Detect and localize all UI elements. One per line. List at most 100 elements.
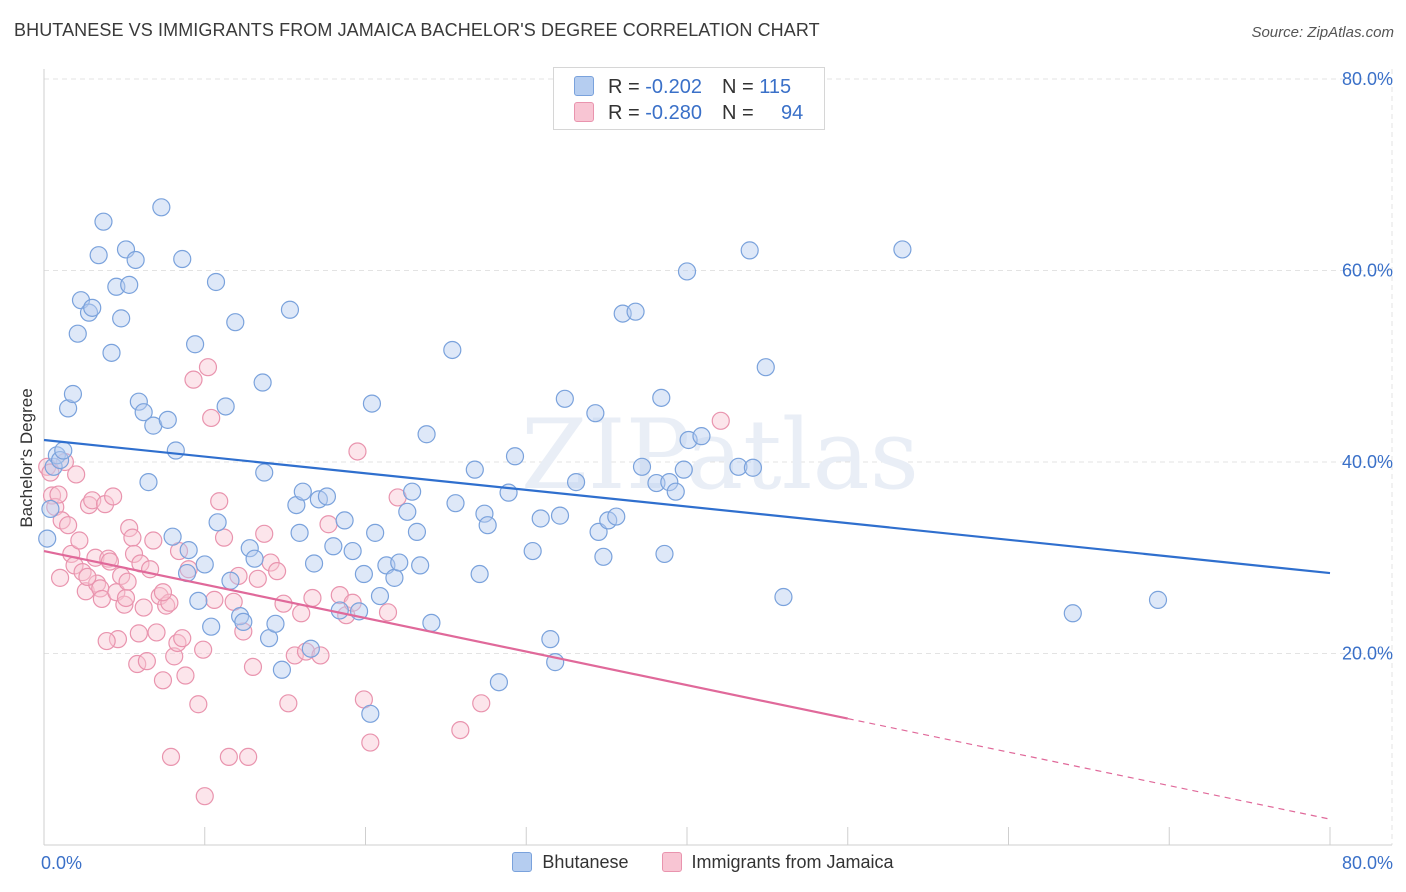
tick-labels: 20.0% 40.0% 60.0% 80.0% 0.0% 80.0% [41, 69, 1393, 873]
data-point-bhutanese [893, 240, 912, 259]
data-point-bhutanese [489, 673, 509, 692]
n-label: N = [721, 102, 760, 124]
data-point-jamaica [248, 569, 267, 588]
data-point-jamaica [104, 487, 123, 506]
data-point-jamaica [161, 747, 181, 767]
data-point-jamaica [243, 657, 263, 677]
data-point-bhutanese [743, 458, 763, 477]
data-point-bhutanese [443, 340, 462, 360]
data-point-bhutanese [422, 613, 441, 632]
pink-swatch [574, 102, 594, 122]
data-point-jamaica [210, 492, 229, 511]
data-point-jamaica [472, 694, 491, 713]
data-point-bhutanese [126, 250, 145, 270]
y-axis-label: Bachelor's Degree [17, 388, 36, 528]
data-point-bhutanese [139, 473, 158, 492]
y-tick-label: 20.0% [1342, 644, 1393, 664]
data-point-bhutanese [221, 571, 240, 590]
axes [43, 69, 1392, 846]
data-point-jamaica [116, 588, 136, 608]
data-point-jamaica [292, 604, 311, 623]
data-point-bhutanese [390, 553, 409, 572]
data-point-bhutanese [407, 522, 427, 541]
data-point-jamaica [67, 465, 86, 484]
data-point-bhutanese [1148, 590, 1168, 609]
data-point-jamaica [189, 695, 208, 714]
data-point-bhutanese [470, 564, 489, 584]
data-point-bhutanese [586, 404, 605, 423]
data-point-bhutanese [163, 527, 182, 546]
data-point-bhutanese [677, 262, 697, 281]
data-point-jamaica [134, 598, 153, 617]
legend-item-jamaica: Immigrants from Jamaica [661, 852, 894, 873]
data-point-jamaica [378, 603, 398, 622]
r-value: -0.280 [645, 102, 702, 124]
data-point-bhutanese [240, 539, 259, 558]
data-point-jamaica [41, 463, 60, 482]
data-point-bhutanese [255, 463, 274, 482]
data-point-bhutanese [280, 300, 300, 319]
data-point-bhutanese [478, 516, 497, 535]
data-point-jamaica [202, 408, 221, 428]
data-point-bhutanese [134, 403, 153, 422]
r-value: -0.202 [645, 76, 702, 98]
data-point-bhutanese [632, 457, 652, 476]
data-point-bhutanese [729, 457, 748, 476]
data-point-bhutanese [398, 502, 417, 521]
data-point-bhutanese [202, 617, 221, 636]
data-point-bhutanese [541, 630, 560, 649]
data-point-bhutanese [655, 544, 674, 564]
data-point-bhutanese [465, 460, 484, 479]
data-point-bhutanese [129, 392, 148, 411]
data-point-bhutanese [550, 506, 570, 525]
series-legend: Bhutanese Immigrants from Jamaica [0, 852, 1406, 873]
data-point-bhutanese [366, 523, 385, 542]
data-point-jamaica [176, 666, 195, 685]
data-point-bhutanese [158, 410, 177, 429]
legend-label: Immigrants from Jamaica [691, 852, 894, 872]
legend-row-bhutanese: R = -0.202 N = 115 [574, 76, 791, 100]
y-tick-label: 60.0% [1342, 261, 1393, 281]
data-point-jamaica [49, 485, 68, 504]
grid-lines [44, 69, 1393, 845]
data-point-bhutanese [189, 591, 208, 610]
data-point-bhutanese [120, 275, 139, 294]
data-point-bhutanese [674, 460, 693, 479]
data-point-bhutanese [317, 487, 337, 506]
data-point-bhutanese [206, 272, 226, 292]
data-point-bhutanese [179, 540, 198, 560]
legend-item-bhutanese: Bhutanese [512, 852, 629, 873]
data-point-bhutanese [324, 537, 343, 556]
data-point-bhutanese [417, 425, 436, 444]
data-point-bhutanese [195, 555, 214, 574]
data-point-bhutanese [756, 358, 775, 377]
data-point-bhutanese [403, 482, 422, 501]
data-point-jamaica [100, 552, 120, 571]
data-point-bhutanese [152, 198, 171, 217]
data-point-jamaica [165, 647, 184, 666]
data-point-bhutanese [89, 246, 108, 265]
legend-label: Bhutanese [542, 852, 629, 872]
data-point-bhutanese [361, 704, 380, 723]
data-point-jamaica [311, 646, 330, 665]
data-point-bhutanese [216, 397, 235, 416]
data-point-bhutanese [272, 660, 292, 679]
data-point-jamaica [153, 671, 173, 690]
data-point-bhutanese [68, 324, 87, 343]
r-label: R = [608, 76, 646, 98]
data-point-jamaica [184, 370, 203, 389]
data-point-jamaica [285, 646, 304, 665]
data-point-bhutanese [335, 511, 354, 530]
data-point-bhutanese [1063, 604, 1082, 623]
data-point-jamaica [173, 629, 192, 648]
data-point-bhutanese [370, 586, 390, 606]
data-point-bhutanese [304, 554, 324, 573]
data-point-jamaica [129, 624, 148, 643]
data-point-bhutanese [362, 394, 382, 413]
data-point-bhutanese [555, 389, 574, 408]
data-point-bhutanese [83, 298, 102, 317]
blue-swatch [574, 76, 594, 96]
data-point-jamaica [348, 442, 367, 461]
data-point-jamaica [279, 694, 298, 713]
